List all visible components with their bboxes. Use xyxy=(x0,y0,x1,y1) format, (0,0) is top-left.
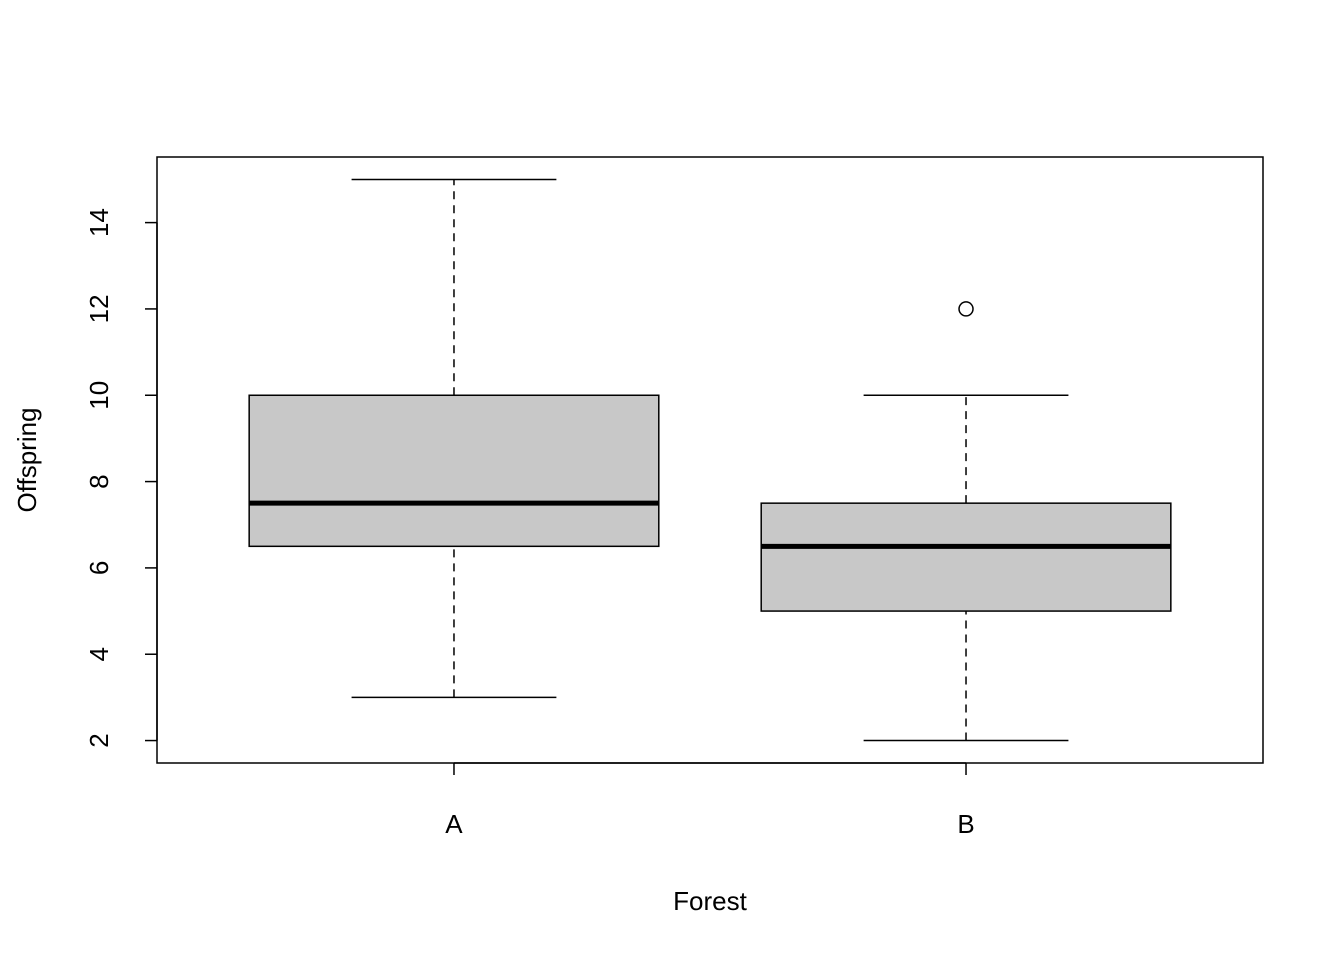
y-axis-label: Offspring xyxy=(12,407,42,512)
y-tick-label: 4 xyxy=(84,647,114,661)
y-tick-label: 14 xyxy=(84,208,114,237)
y-tick-label: 8 xyxy=(84,474,114,488)
x-tick-label: B xyxy=(957,809,974,839)
outlier-point xyxy=(958,301,974,317)
y-tick-label: 6 xyxy=(84,561,114,575)
x-axis-label: Forest xyxy=(673,886,747,916)
y-tick-label: 12 xyxy=(84,294,114,323)
box-B xyxy=(760,502,1172,612)
box-A xyxy=(248,394,660,548)
y-tick-label: 10 xyxy=(84,381,114,410)
y-tick-label: 2 xyxy=(84,733,114,747)
x-tick-label: A xyxy=(445,809,463,839)
